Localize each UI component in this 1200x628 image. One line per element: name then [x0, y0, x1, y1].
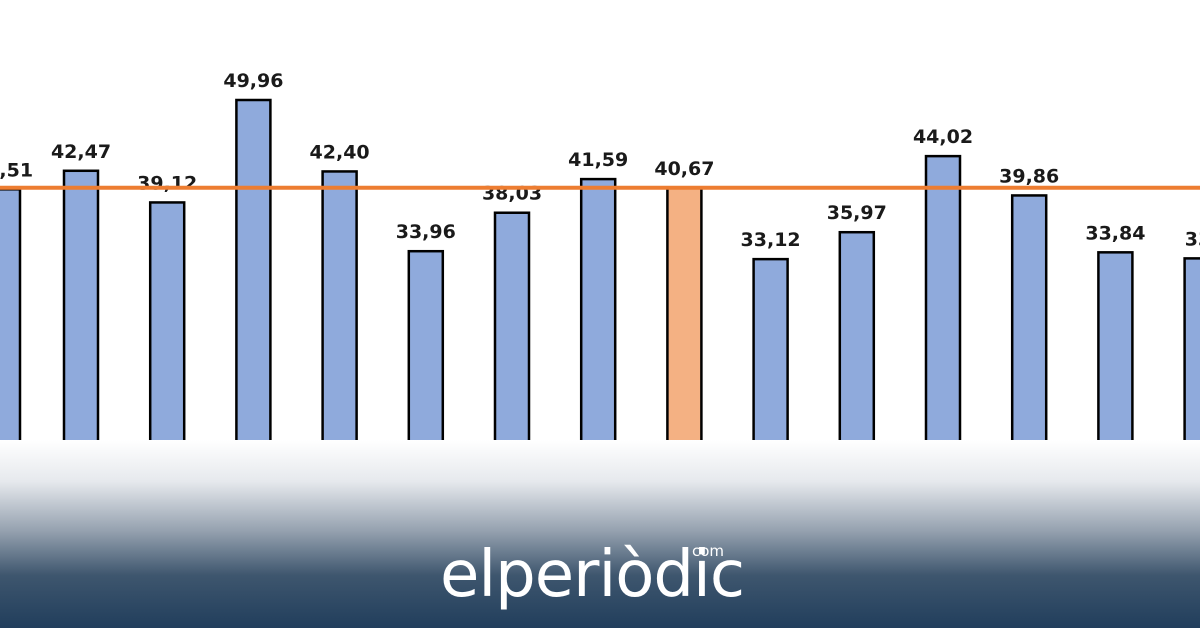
bar-label-13: 33,84 — [1085, 222, 1145, 244]
bar-3 — [235, 98, 272, 440]
site-logo: elperiòdic com — [440, 540, 745, 610]
bar-4 — [321, 170, 358, 440]
logo-wordmark: elperiòdic — [440, 538, 745, 612]
bar-13 — [1097, 251, 1134, 440]
logo-com-suffix: com — [692, 542, 725, 560]
bar-10 — [838, 230, 876, 440]
bar-8 — [666, 186, 703, 440]
bar-label-0: 40,51 — [0, 159, 33, 181]
bar-label-2: 39,12 — [137, 172, 197, 194]
bar-label-1: 42,47 — [51, 141, 111, 163]
bar-5 — [407, 249, 445, 440]
bar-1 — [62, 169, 100, 440]
bar-11 — [924, 154, 962, 440]
bar-2 — [148, 201, 186, 440]
bar-label-14: 33, — [1185, 228, 1200, 250]
bar-chart: 40,5142,4739,1249,9642,4033,9638,0341,59… — [0, 70, 1200, 440]
bar-label-10: 35,97 — [827, 202, 887, 224]
bar-6 — [493, 211, 531, 440]
bar-9 — [752, 257, 789, 440]
bar-7 — [579, 177, 617, 440]
bar-label-8: 40,67 — [654, 158, 714, 180]
bar-label-4: 42,40 — [310, 141, 370, 163]
bar-label-12: 39,86 — [999, 165, 1059, 187]
bar-label-5: 33,96 — [396, 221, 456, 243]
bar-14 — [1183, 257, 1200, 440]
bar-label-7: 41,59 — [568, 149, 628, 171]
bar-label-11: 44,02 — [913, 126, 973, 148]
bar-label-9: 33,12 — [741, 229, 801, 251]
bar-0 — [0, 188, 22, 440]
bar-label-3: 49,96 — [223, 70, 283, 92]
banner-gradient — [0, 440, 1200, 628]
bar-12 — [1010, 194, 1048, 440]
